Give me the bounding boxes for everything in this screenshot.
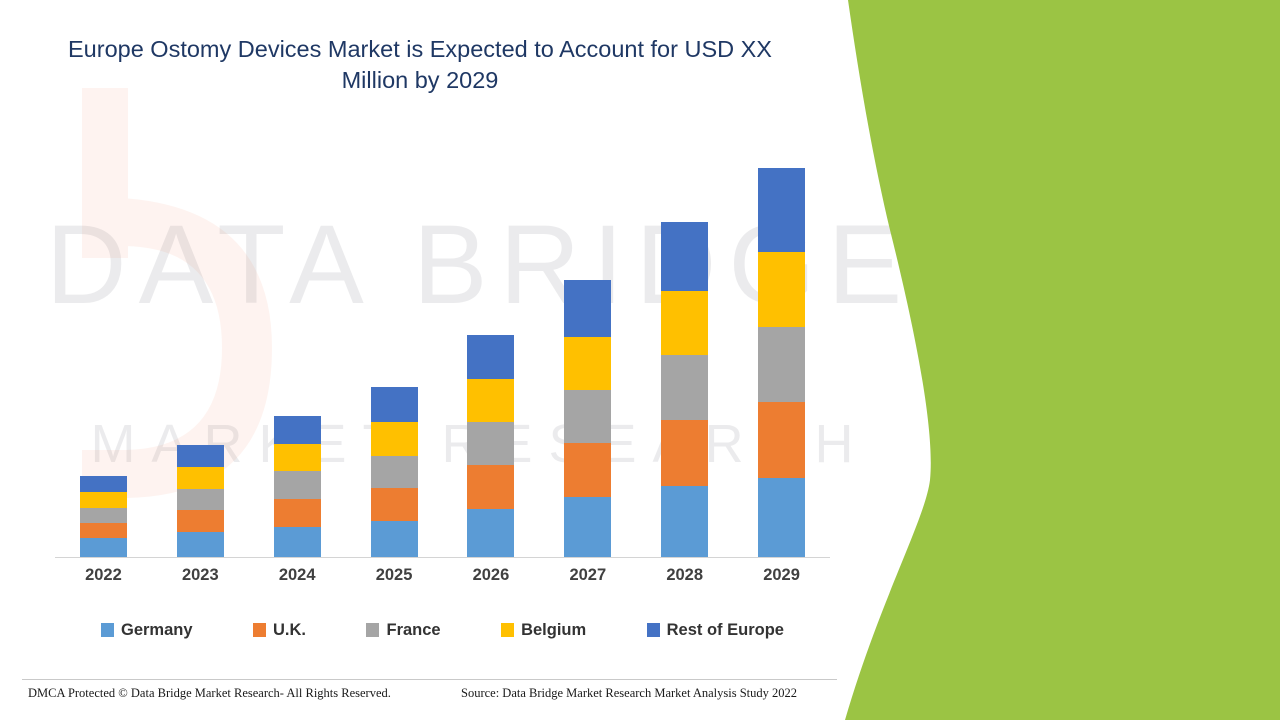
bar-segment-germany[interactable]	[273, 526, 321, 557]
stacked-bar-2022[interactable]	[79, 475, 127, 557]
bar-segment-rest-of-europe[interactable]	[370, 386, 418, 423]
x-axis-label-2024: 2024	[278, 566, 316, 584]
bar-slot	[636, 160, 733, 557]
chart-title: Europe Ostomy Devices Market is Expected…	[68, 36, 772, 94]
x-axis-label-2025: 2025	[375, 566, 413, 584]
bar-segment-u-k[interactable]	[467, 465, 515, 509]
legend-swatch-france	[366, 623, 380, 637]
bar-group	[55, 160, 830, 557]
legend-item-germany[interactable]: Germany	[101, 621, 193, 640]
bar-slot	[346, 160, 443, 557]
bar-segment-germany[interactable]	[661, 485, 709, 557]
legend-swatch-germany	[101, 623, 114, 637]
bar-segment-u-k[interactable]	[370, 488, 418, 522]
footer-divider	[22, 679, 837, 680]
stacked-bar-2025[interactable]	[370, 386, 418, 557]
legend-swatch-u-k	[253, 623, 267, 637]
bar-segment-rest-of-europe[interactable]	[467, 334, 515, 380]
bar-segment-belgium[interactable]	[370, 422, 418, 456]
stacked-bar-2029[interactable]	[758, 168, 806, 557]
bar-segment-france[interactable]	[758, 327, 806, 403]
stacked-bar-2024[interactable]	[273, 415, 321, 557]
bar-segment-u-k[interactable]	[758, 402, 806, 478]
bar-segment-germany[interactable]	[79, 538, 127, 557]
bar-segment-france[interactable]	[564, 389, 612, 444]
legend-item-rest-of-europe[interactable]: Rest of Europe	[646, 620, 784, 640]
chart-legend: Germany U.K. France Belgium Rest of Europe	[55, 615, 830, 645]
bar-segment-rest-of-europe[interactable]	[661, 221, 709, 291]
bar-segment-u-k[interactable]	[564, 443, 612, 498]
bar-segment-france[interactable]	[79, 507, 127, 523]
legend-swatch-belgium	[501, 623, 515, 637]
stacked-bar-2027[interactable]	[564, 280, 612, 557]
green-side-panel: Europe Ostomy Devices Market, By 2029 20…	[820, 0, 1280, 720]
x-axis-label-2022: 2022	[85, 566, 122, 584]
bar-slot	[539, 160, 636, 557]
bar-slot	[443, 160, 540, 557]
bar-segment-belgium[interactable]	[467, 379, 515, 423]
stacked-bar-2023[interactable]	[176, 445, 224, 557]
legend-label-belgium: Belgium	[521, 620, 587, 639]
legend-label-france: France	[386, 620, 441, 639]
bar-segment-rest-of-europe[interactable]	[758, 168, 806, 252]
bar-segment-belgium[interactable]	[758, 251, 806, 328]
green-panel-shape	[845, 0, 1280, 720]
x-axis-label-2027: 2027	[569, 566, 607, 584]
legend-item-belgium[interactable]: Belgium	[501, 621, 586, 640]
bar-segment-belgium[interactable]	[176, 467, 224, 490]
bar-segment-rest-of-europe[interactable]	[176, 445, 224, 468]
bar-segment-france[interactable]	[370, 455, 418, 489]
bar-segment-belgium[interactable]	[564, 336, 612, 390]
bar-slot	[249, 160, 346, 557]
bar-segment-germany[interactable]	[564, 497, 612, 557]
x-axis-label-2023: 2023	[181, 566, 219, 584]
legend-label-u-k: U.K.	[273, 620, 307, 639]
bar-segment-belgium[interactable]	[661, 290, 709, 356]
x-axis-labels: 2022 2023 2024 2025 2026 2027 2028 2029	[55, 566, 830, 594]
bar-segment-france[interactable]	[467, 422, 515, 466]
bar-segment-rest-of-europe[interactable]	[79, 475, 127, 493]
bar-segment-belgium[interactable]	[273, 444, 321, 472]
stacked-bar-2026[interactable]	[467, 334, 515, 557]
x-axis-label-2029: 2029	[763, 566, 800, 584]
footer-source: Source: Data Bridge Market Research Mark…	[461, 686, 798, 700]
bar-segment-germany[interactable]	[758, 477, 806, 557]
stacked-bar-2028[interactable]	[661, 221, 709, 557]
footer-copyright: DMCA Protected © Data Bridge Market Rese…	[28, 686, 391, 700]
x-axis-label-2026: 2026	[472, 566, 510, 584]
legend-swatch-rest-of-europe	[646, 623, 660, 637]
legend-label-germany: Germany	[121, 620, 193, 639]
bar-segment-germany[interactable]	[176, 531, 224, 557]
bar-segment-u-k[interactable]	[273, 498, 321, 527]
bar-segment-france[interactable]	[661, 355, 709, 421]
bar-slot	[55, 160, 152, 557]
legend-item-france[interactable]: France	[366, 620, 441, 640]
bar-segment-u-k[interactable]	[79, 522, 127, 539]
x-axis-line	[55, 557, 830, 558]
legend-item-u-k[interactable]: U.K.	[253, 621, 306, 640]
bar-slot	[152, 160, 249, 557]
legend-label-rest-of-europe: Rest of Europe	[666, 620, 784, 639]
bar-segment-germany[interactable]	[370, 521, 418, 557]
bar-segment-france[interactable]	[176, 489, 224, 510]
x-axis-label-2028: 2028	[666, 566, 704, 584]
bar-segment-france[interactable]	[273, 471, 321, 499]
bar-segment-u-k[interactable]	[661, 420, 709, 486]
bar-segment-u-k[interactable]	[176, 510, 224, 532]
bar-segment-rest-of-europe[interactable]	[273, 415, 321, 445]
bar-segment-belgium[interactable]	[79, 492, 127, 508]
chart-plot-area	[55, 160, 830, 558]
chart-panel: Europe Ostomy Devices Market is Expected…	[22, 36, 837, 700]
bar-segment-germany[interactable]	[467, 508, 515, 557]
bar-segment-rest-of-europe[interactable]	[564, 280, 612, 337]
bar-slot	[733, 160, 830, 557]
